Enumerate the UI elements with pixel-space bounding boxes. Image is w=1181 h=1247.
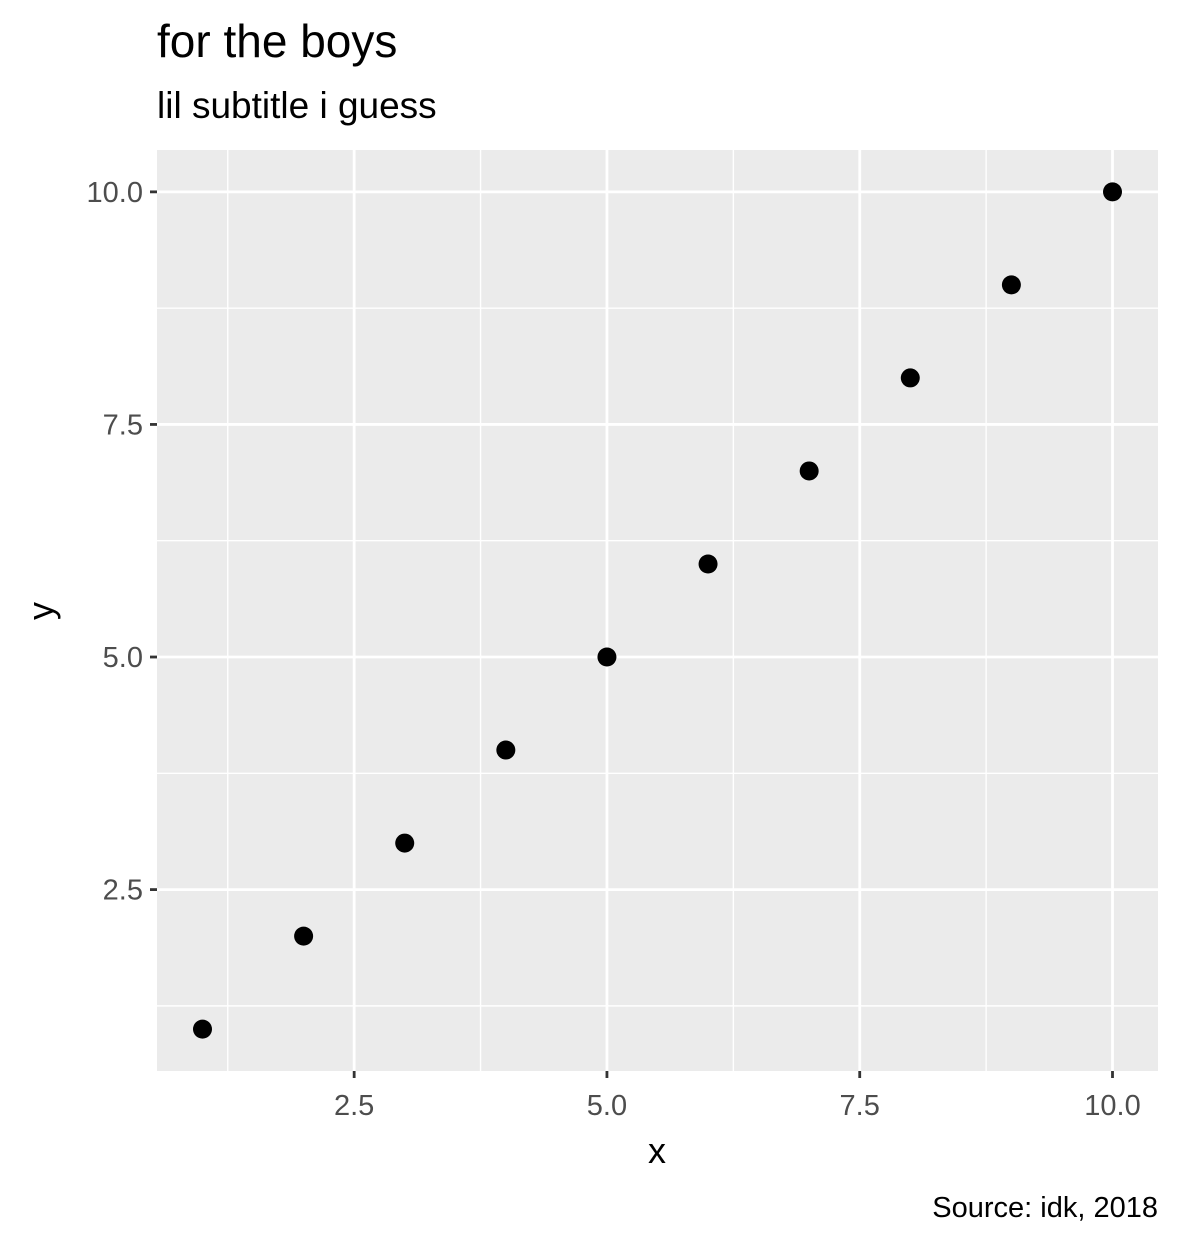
y-tick-label: 7.5 bbox=[103, 409, 143, 441]
y-axis: 2.5 5.0 7.5 10.0 bbox=[87, 177, 157, 907]
data-point bbox=[294, 926, 314, 946]
data-point bbox=[395, 833, 415, 853]
x-axis-title: x bbox=[648, 1130, 666, 1171]
data-point bbox=[496, 740, 516, 760]
data-point bbox=[193, 1019, 212, 1039]
y-tick-label: 5.0 bbox=[103, 642, 143, 674]
y-tick-label: 10.0 bbox=[87, 177, 143, 209]
data-point bbox=[900, 368, 920, 388]
chart-title: for the boys bbox=[157, 15, 397, 67]
y-tick-label: 2.5 bbox=[103, 875, 143, 907]
x-tick-label: 7.5 bbox=[840, 1090, 880, 1122]
plot-panel bbox=[157, 150, 1158, 1071]
chart-subtitle: lil subtitle i guess bbox=[157, 85, 437, 126]
data-point bbox=[1103, 182, 1122, 202]
x-tick-label: 10.0 bbox=[1084, 1090, 1140, 1122]
x-axis: 2.5 5.0 7.5 10.0 bbox=[334, 1071, 1141, 1122]
x-tick-label: 5.0 bbox=[587, 1090, 627, 1122]
data-points bbox=[193, 182, 1122, 1039]
minor-gridlines bbox=[157, 150, 1158, 1071]
y-axis-title: y bbox=[20, 602, 61, 620]
chart-caption: Source: idk, 2018 bbox=[932, 1192, 1158, 1224]
major-gridlines bbox=[157, 150, 1158, 1071]
data-point bbox=[698, 554, 718, 574]
data-point bbox=[799, 461, 819, 481]
data-point bbox=[597, 647, 617, 667]
data-point bbox=[1001, 275, 1021, 295]
x-tick-label: 2.5 bbox=[334, 1090, 374, 1122]
